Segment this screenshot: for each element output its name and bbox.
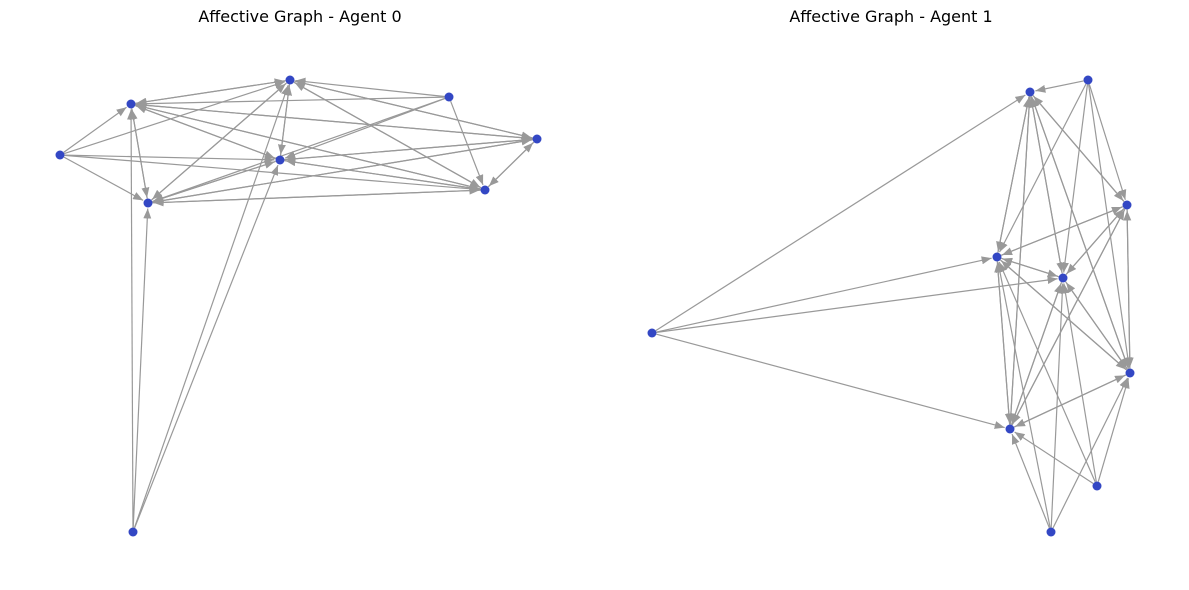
graph-node-b4	[992, 252, 1002, 262]
edge-b1-b0	[1035, 80, 1084, 93]
edge-b8-b4	[998, 261, 1096, 483]
edge-a2-a7	[64, 154, 480, 193]
edge-b8-b6	[1097, 378, 1130, 482]
edge-b5-b0	[1028, 97, 1063, 274]
graph-node-a2	[55, 150, 65, 160]
edge-b7-b3	[1011, 209, 1125, 426]
edge-a8-a4	[132, 208, 152, 528]
edge-a5-a0	[136, 96, 445, 108]
edge-b7-b4	[994, 262, 1011, 425]
edge-b9-b5	[1050, 283, 1067, 528]
edge-a2-a4	[63, 156, 144, 201]
edge-a5-a4	[152, 97, 445, 202]
edge-a7-a1	[294, 82, 482, 189]
graph-node-a3	[275, 155, 285, 165]
edge-a4-a1	[151, 83, 287, 201]
graph-node-b6	[1125, 368, 1135, 378]
edge-a7-a0	[136, 103, 481, 190]
edge-b6-b5	[1065, 282, 1128, 370]
edge-b2-b5	[656, 276, 1058, 333]
graph-node-a7	[480, 185, 490, 195]
graph-node-b3	[1122, 200, 1132, 210]
edge-b2-b0	[655, 94, 1026, 332]
graph-node-b2	[647, 328, 657, 338]
edge-a4-a3	[152, 160, 275, 203]
edge-a8-a3	[134, 164, 279, 529]
edge-b7-b5	[1010, 282, 1062, 425]
graph-node-a1	[285, 75, 295, 85]
edge-b5-b3	[1065, 208, 1124, 276]
edge-a4-a6	[152, 137, 532, 203]
edge-a3-a1	[279, 85, 293, 156]
edge-a2-a1	[64, 81, 285, 155]
edge-a8-a1	[133, 84, 289, 528]
edge-a6-a1	[295, 79, 533, 139]
edge-b7-b0	[1009, 97, 1034, 425]
edge-a2-a0	[63, 106, 127, 153]
edge-a5-a7	[450, 100, 484, 186]
edge-b4-b0	[997, 97, 1031, 253]
graph-panel-agent-0	[55, 75, 542, 537]
graph-node-a0	[126, 99, 136, 109]
graph-node-b0	[1025, 87, 1035, 97]
graph-node-b1	[1083, 75, 1093, 85]
edge-a4-a7	[152, 186, 480, 204]
edge-b1-b4	[998, 83, 1087, 253]
edge-b9-b7	[1011, 433, 1050, 529]
edge-b3-b0	[1033, 95, 1125, 202]
edge-a7-a3	[285, 158, 481, 190]
edge-b5-b4	[1002, 257, 1059, 278]
edge-b7-b6	[1013, 374, 1126, 428]
edge-b2-b4	[656, 256, 992, 333]
graph-title-agent-1: Affective Graph - Agent 1	[789, 7, 993, 26]
graph-node-b5	[1058, 273, 1068, 283]
edge-b2-b7	[656, 333, 1005, 429]
edge-a3-a0	[135, 105, 276, 159]
edge-b9-b4	[996, 262, 1051, 528]
edge-a4-a0	[129, 109, 148, 199]
edge-a5-a1	[295, 77, 445, 98]
graph-node-b9	[1046, 527, 1056, 537]
graph-node-a8	[128, 527, 138, 537]
edge-a6-a0	[136, 101, 533, 140]
graph-node-a4	[143, 198, 153, 208]
edge-a3-a6	[284, 136, 532, 161]
graph-node-b7	[1005, 424, 1015, 434]
edge-b6-b3	[1123, 210, 1132, 369]
edge-a7-a6	[487, 142, 534, 188]
edge-a8-a0	[127, 109, 136, 528]
edge-b1-b5	[1060, 84, 1089, 273]
graph-node-a6	[532, 134, 542, 144]
edge-b1-b3	[1088, 84, 1127, 200]
graph-node-b8	[1092, 481, 1102, 491]
edge-b6-b4	[1000, 260, 1128, 371]
graph-panel-agent-1	[647, 75, 1135, 537]
edge-b9-b6	[1052, 377, 1129, 529]
edge-b6-b0	[1031, 96, 1130, 369]
graph-title-agent-0: Affective Graph - Agent 0	[198, 7, 402, 26]
edge-a2-a3	[64, 154, 275, 164]
edge-a1-a0	[136, 80, 286, 106]
graph-node-a5	[444, 92, 454, 102]
